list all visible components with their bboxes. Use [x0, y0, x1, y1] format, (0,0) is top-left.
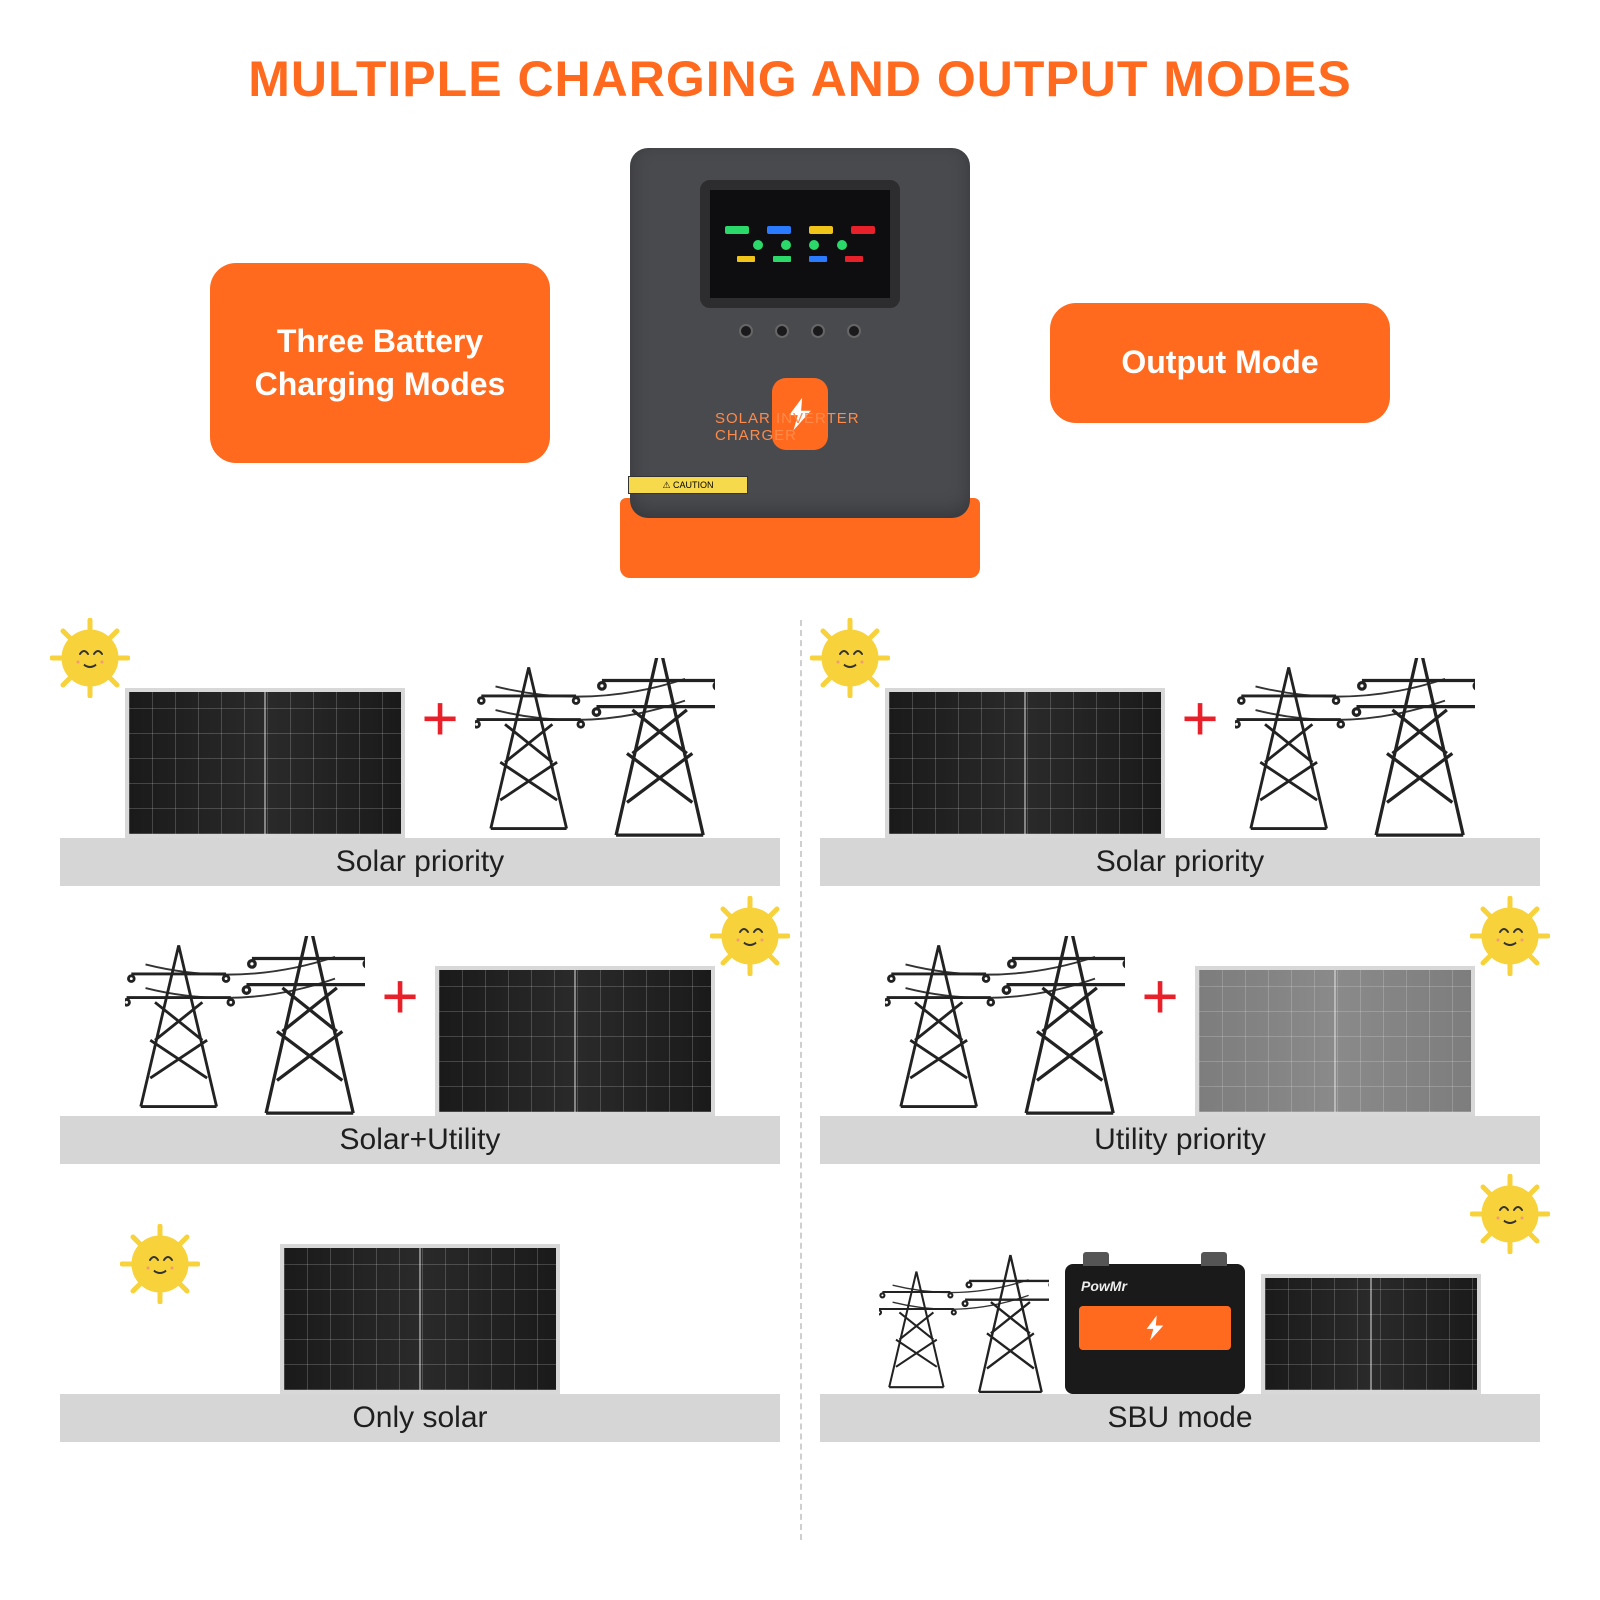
mode-illustration: PowMr [820, 1184, 1540, 1394]
solar-panel-icon [435, 966, 715, 1116]
inverter-device: SOLAR INVERTER CHARGER ⚠ CAUTION [610, 148, 990, 578]
mode-label: Only solar [60, 1394, 780, 1442]
page-title: MULTIPLE CHARGING AND OUTPUT MODES [60, 50, 1540, 108]
sun-icon [810, 618, 890, 698]
power-pylons-icon [475, 658, 715, 838]
sun-icon [50, 618, 130, 698]
mode-illustration: + [820, 628, 1540, 838]
inverter-body: SOLAR INVERTER CHARGER [630, 148, 970, 518]
power-pylons-icon [125, 936, 365, 1116]
plus-icon: + [421, 686, 458, 780]
inverter-label: SOLAR INVERTER CHARGER [715, 410, 885, 444]
output-mode-card-text: Output Mode [1121, 341, 1318, 384]
mode-block: + Solar priority [60, 628, 780, 886]
solar-panel-icon [1195, 966, 1475, 1116]
top-row: Three BatteryCharging Modes SOLAR INVERT… [60, 148, 1540, 578]
sun-icon [710, 896, 790, 976]
battery-icon: PowMr [1065, 1264, 1245, 1394]
inverter-buttons [739, 324, 861, 338]
mode-illustration: + [820, 906, 1540, 1116]
mode-illustration: + [60, 628, 780, 838]
power-pylons-icon [1235, 658, 1475, 838]
mode-label: Solar priority [820, 838, 1540, 886]
solar-panel-icon [885, 688, 1165, 838]
inverter-caution-label: ⚠ CAUTION [628, 476, 748, 494]
plus-icon: + [1141, 964, 1178, 1058]
mode-block: + Solar+Utility [60, 906, 780, 1164]
plus-icon: + [381, 964, 418, 1058]
power-pylons-icon [885, 936, 1125, 1116]
mode-block: Only solar [60, 1184, 780, 1442]
charging-modes-card: Three BatteryCharging Modes [210, 263, 550, 463]
sun-icon [1470, 1174, 1550, 1254]
mode-illustration [60, 1184, 780, 1394]
solar-panel-icon [1261, 1274, 1481, 1394]
output-mode-card: Output Mode [1050, 303, 1390, 423]
mode-block: PowMrSBU mode [820, 1184, 1540, 1442]
output-modes-column: + Solar priority + Utility priority PowMrSBU… [820, 628, 1540, 1442]
charging-modes-card-text: Three BatteryCharging Modes [255, 320, 506, 406]
sun-icon [1470, 896, 1550, 976]
column-divider [800, 620, 802, 1540]
mode-block: + Solar priority [820, 628, 1540, 886]
mode-illustration: + [60, 906, 780, 1116]
plus-icon: + [1181, 686, 1218, 780]
inverter-screen [700, 180, 900, 308]
mode-label: SBU mode [820, 1394, 1540, 1442]
mode-block: + Utility priority [820, 906, 1540, 1164]
charging-modes-column: + Solar priority + Solar+Utility Only solar [60, 628, 780, 1442]
power-pylons-icon [879, 1244, 1049, 1394]
mode-label: Solar+Utility [60, 1116, 780, 1164]
mode-label: Utility priority [820, 1116, 1540, 1164]
sun-icon [120, 1224, 200, 1304]
solar-panel-icon [125, 688, 405, 838]
mode-label: Solar priority [60, 838, 780, 886]
solar-panel-icon [280, 1244, 560, 1394]
